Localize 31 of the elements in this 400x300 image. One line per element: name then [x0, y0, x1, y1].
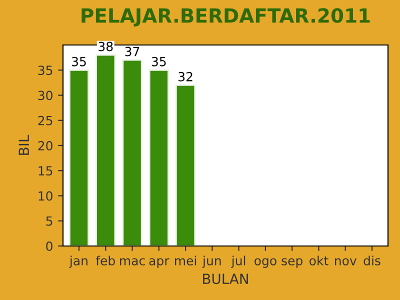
data-label: 35 [152, 56, 166, 66]
x-tick-label: ogo [254, 258, 276, 268]
data-label: 35 [72, 56, 86, 66]
x-axis-title: BULAN [203, 274, 248, 284]
bar [122, 59, 142, 246]
x-tick-label: mei [175, 256, 196, 266]
x-tick-label: feb [96, 256, 115, 266]
x-tick-label: jul [231, 256, 246, 268]
y-tick-label: 25 [38, 116, 52, 126]
x-tick-label: dis [364, 256, 380, 266]
x-tick-label: nov [335, 258, 356, 266]
chart-title: PELAJAR.BERDAFTAR.2011 [82, 8, 370, 26]
bar [148, 69, 169, 246]
x-tick-label: apr [149, 258, 170, 268]
y-tick-label: 30 [38, 90, 52, 100]
y-axis-title: BIL [18, 134, 29, 155]
y-tick-label: 15 [38, 166, 52, 176]
data-label: 32 [178, 72, 192, 82]
y-tick-label: 20 [38, 140, 52, 150]
y-tick-label: 0 [46, 241, 52, 251]
x-tick-label: jun [202, 256, 221, 268]
x-tick-label: mac [120, 258, 145, 266]
y-tick-label: 5 [46, 216, 52, 226]
x-tick-label: jan [69, 256, 88, 268]
data-label: 38 [98, 42, 113, 52]
x-tick-label: okt [310, 256, 328, 266]
y-tick-label: 10 [38, 191, 52, 201]
data-label: 37 [125, 46, 140, 56]
x-tick-label: sep [282, 258, 302, 268]
bar [68, 69, 89, 246]
y-tick-label: 35 [38, 66, 52, 76]
